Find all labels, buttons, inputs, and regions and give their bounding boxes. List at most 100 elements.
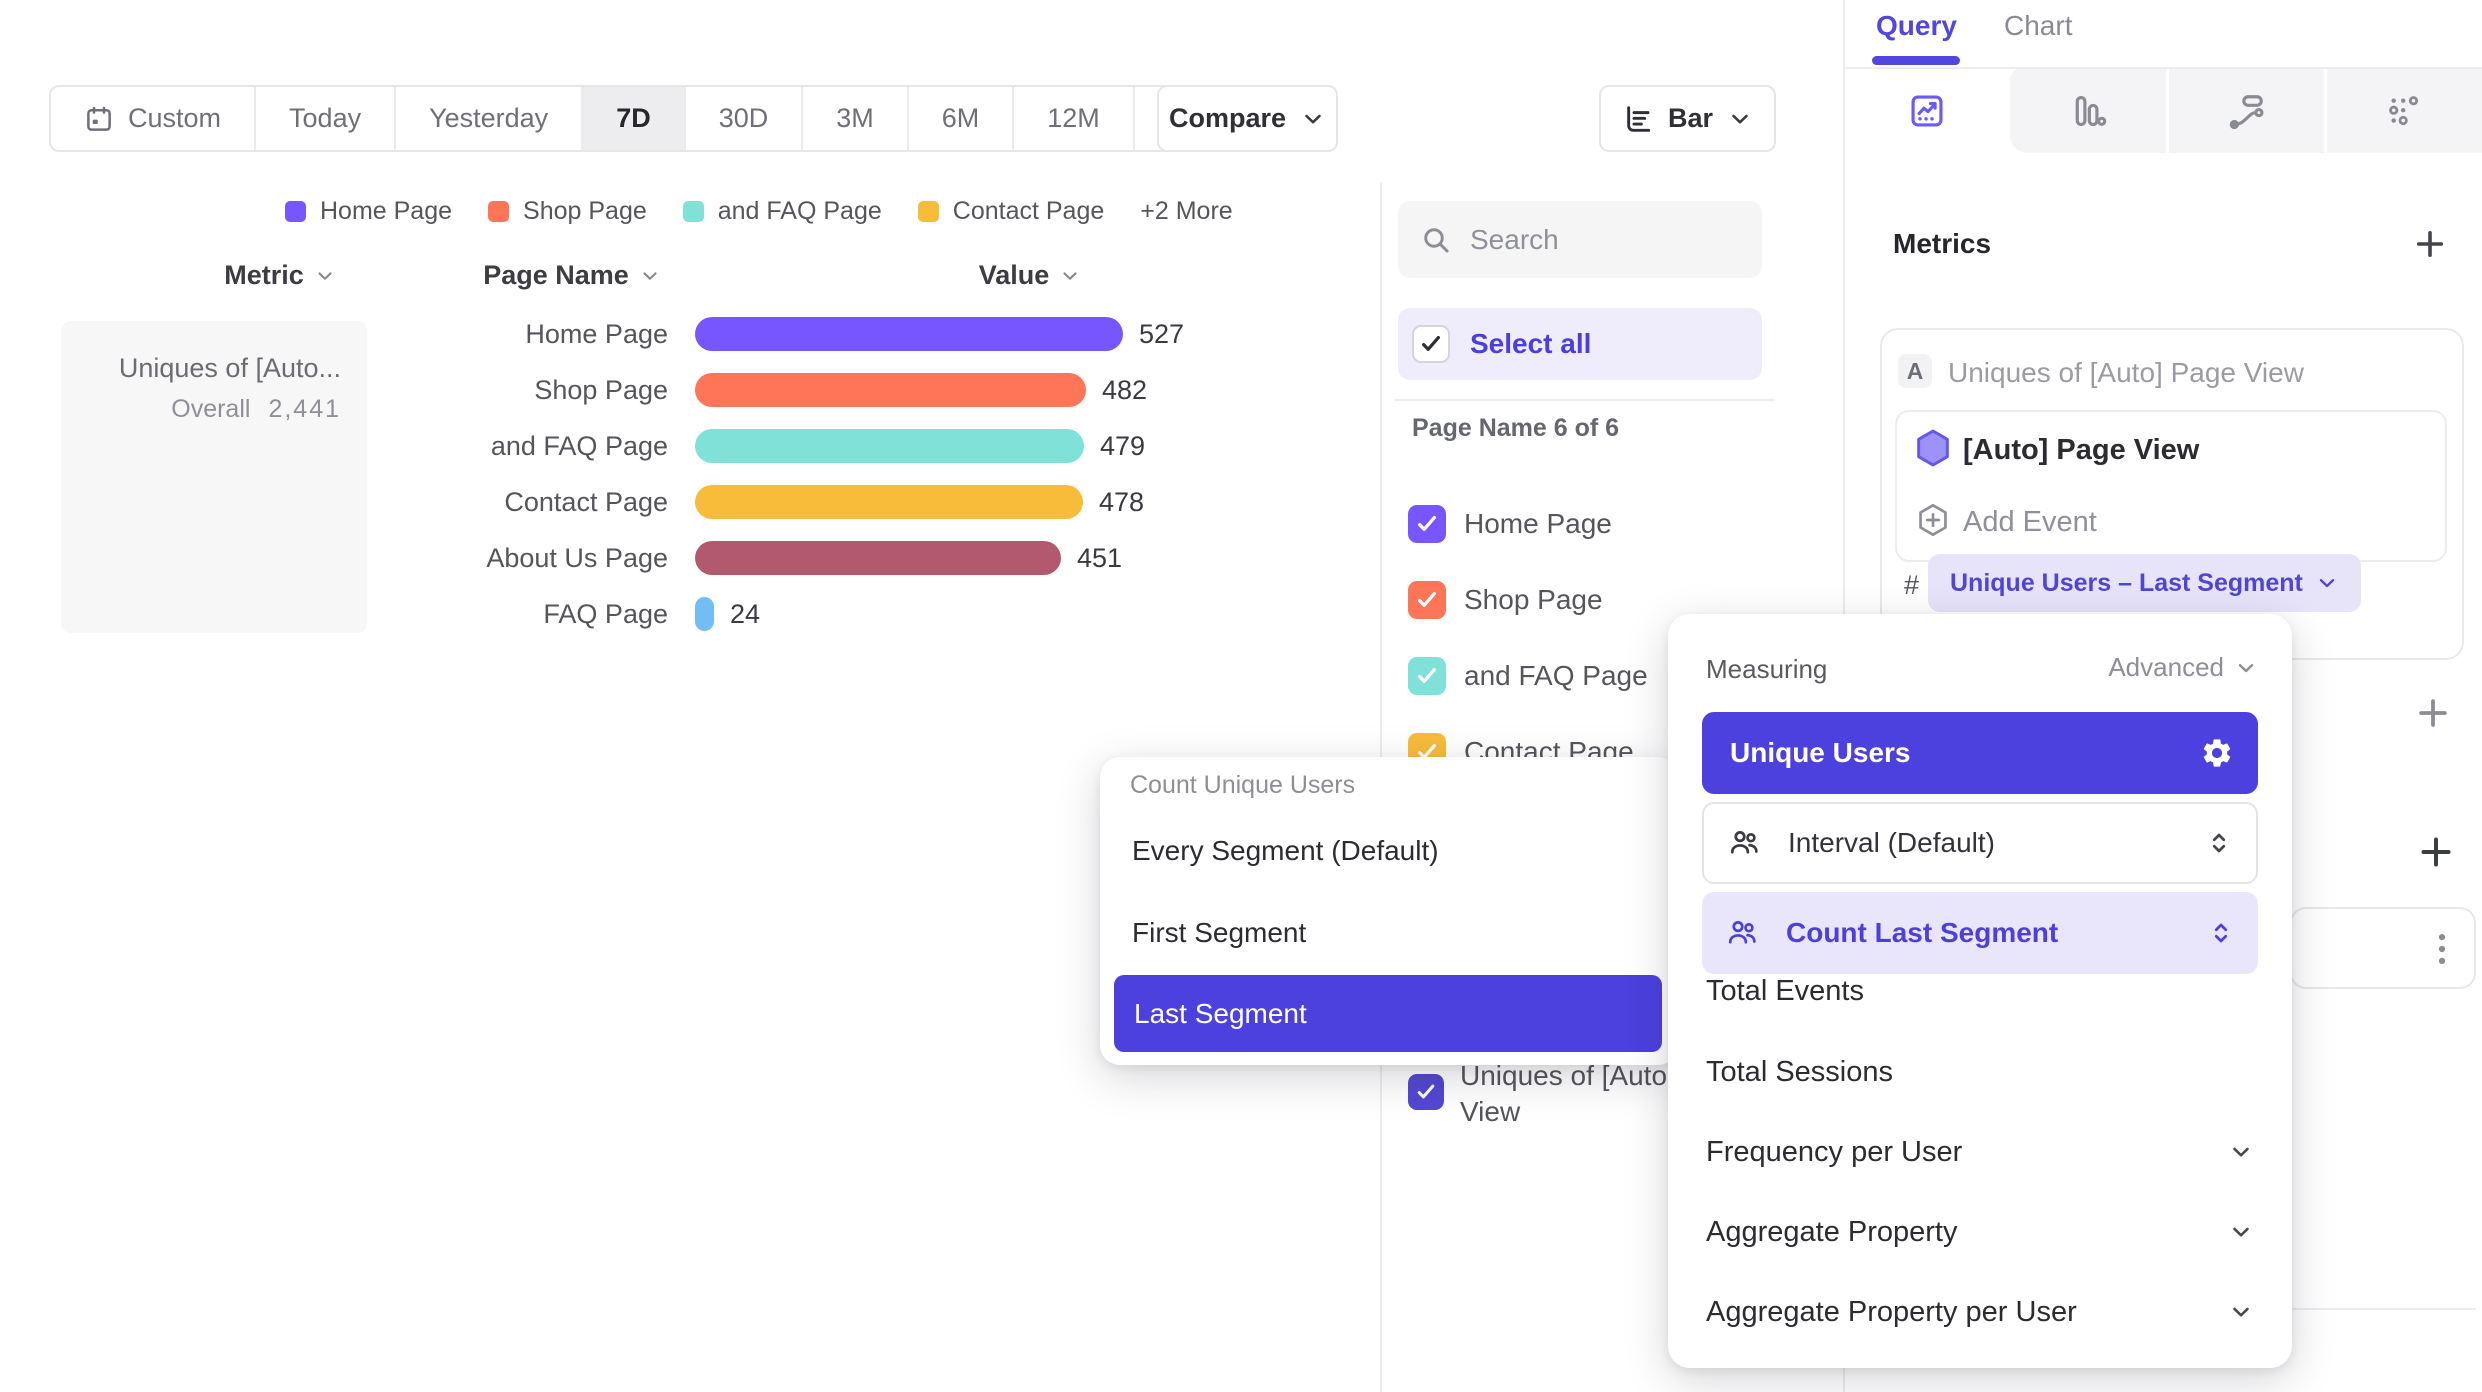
bar-category-label: FAQ Page — [543, 599, 668, 629]
measurement-dropdown[interactable]: Unique Users – Last Segment — [1928, 554, 2361, 612]
up-down-icon[interactable] — [2204, 828, 2234, 858]
chevron-down-icon — [2228, 1299, 2254, 1325]
metric-card[interactable]: Uniques of [Auto... Overall 2,441 — [61, 321, 367, 633]
filter-item-uniques[interactable]: Uniques of [Auto View — [1408, 1058, 1667, 1130]
up-down-icon[interactable] — [2206, 918, 2236, 948]
legend-swatch — [917, 200, 939, 222]
menu-item-total-events[interactable]: Total Events — [1706, 971, 2254, 1011]
legend-swatch — [285, 200, 306, 222]
bar-value: 478 — [1099, 487, 1145, 517]
legend-item-contact-page[interactable]: Contact Page — [917, 197, 1104, 226]
select-all-checkbox[interactable]: Select all — [1398, 308, 1762, 380]
menu-item-frequency-per-user[interactable]: Frequency per User — [1706, 1132, 2254, 1172]
select-all-label: Select all — [1470, 328, 1592, 359]
add-event-icon[interactable] — [1915, 502, 1951, 538]
menu-item-label: Count Last Segment — [1786, 917, 2059, 948]
bar-category-label: and FAQ Page — [490, 431, 668, 461]
column-header-page-name[interactable]: Page Name — [452, 260, 692, 291]
menu-item-label: Aggregate Property per User — [1706, 1295, 2077, 1328]
flows-report-icon[interactable] — [2228, 92, 2266, 130]
legend-item-and-faq-page[interactable]: and FAQ Page — [682, 197, 882, 226]
checkbox[interactable] — [1408, 657, 1446, 695]
date-range-group: CustomTodayYesterday7D30D3M6M12MXTD — [49, 85, 1295, 152]
bar-value: 479 — [1100, 431, 1146, 461]
bar[interactable] — [695, 597, 714, 631]
checkbox[interactable] — [1408, 505, 1446, 543]
date-range-6m[interactable]: 6M — [909, 87, 1015, 150]
more-options-icon[interactable] — [2420, 927, 2464, 971]
bar[interactable] — [695, 429, 1084, 463]
menu-item-aggregate-property[interactable]: Aggregate Property — [1706, 1212, 2254, 1252]
date-range-custom[interactable]: Custom — [51, 87, 257, 150]
checkbox[interactable] — [1408, 1074, 1444, 1110]
filter-item-shop-page[interactable]: Shop Page — [1408, 580, 1603, 620]
event-name[interactable]: [Auto] Page View — [1963, 434, 2200, 466]
column-header-metric[interactable]: Metric — [180, 260, 380, 291]
bar-category-label: Shop Page — [534, 375, 668, 405]
compare-button[interactable]: Compare — [1157, 85, 1338, 152]
date-range-3m[interactable]: 3M — [803, 87, 909, 150]
bar[interactable] — [695, 485, 1083, 519]
filter-item-home-page[interactable]: Home Page — [1408, 504, 1612, 544]
add-metric-icon[interactable] — [2412, 226, 2448, 262]
chevron-down-icon — [639, 265, 661, 287]
checkbox[interactable] — [1412, 325, 1450, 363]
date-range-yesterday[interactable]: Yesterday — [396, 87, 584, 150]
menu-item-every-segment-default[interactable]: Every Segment (Default) — [1132, 835, 1439, 866]
legend-item-shop-page[interactable]: Shop Page — [488, 197, 647, 226]
retention-report-icon[interactable] — [2385, 92, 2423, 130]
menu-item-total-sessions[interactable]: Total Sessions — [1706, 1052, 2254, 1092]
column-header-value[interactable]: Value — [940, 260, 1120, 291]
checkbox[interactable] — [1408, 581, 1446, 619]
date-range-30d[interactable]: 30D — [686, 87, 804, 150]
insights-report-icon[interactable] — [1908, 92, 1946, 130]
bar-category-label: About Us Page — [486, 543, 668, 573]
date-range-7d[interactable]: 7D — [583, 87, 686, 150]
filter-item-and-faq-page[interactable]: and FAQ Page — [1408, 656, 1648, 696]
tab-query[interactable]: Query — [1876, 10, 1957, 41]
measurement-label: Unique Users – Last Segment — [1950, 568, 2303, 597]
hash-symbol: # — [1904, 570, 1920, 600]
chart-type-label: Bar — [1667, 103, 1714, 133]
divider — [2166, 69, 2169, 153]
filter-item-label: Uniques of [Auto View — [1460, 1060, 1668, 1127]
tab-chart[interactable]: Chart — [2004, 10, 2073, 41]
chevron-down-icon — [2315, 571, 2339, 595]
metric-event-card: A Uniques of [Auto] Page View [Auto] Pag… — [1880, 328, 2464, 660]
menu-item-last-segment[interactable]: Last Segment — [1114, 975, 1662, 1052]
funnels-report-icon[interactable] — [2070, 92, 2108, 130]
bar[interactable] — [695, 373, 1086, 407]
metric-title: Uniques of [Auto... — [118, 353, 341, 383]
search-placeholder: Search — [1470, 223, 1559, 255]
filter-item-label: and FAQ Page — [1464, 660, 1648, 691]
legend-more[interactable]: +2 More — [1140, 196, 1233, 225]
menu-item-count-last-segment[interactable]: Count Last Segment — [1702, 892, 2258, 974]
legend-item-home-page[interactable]: Home Page — [285, 197, 452, 226]
menu-item-aggregate-property-per-user[interactable]: Aggregate Property per User — [1706, 1292, 2254, 1332]
chevron-down-icon — [1059, 265, 1081, 287]
menu-item-interval[interactable]: Interval (Default) — [1702, 802, 2258, 884]
add-breakdown-icon[interactable] — [2416, 832, 2456, 872]
date-range-12m[interactable]: 12M — [1014, 87, 1135, 150]
bar[interactable] — [695, 317, 1123, 351]
gear-icon[interactable] — [2200, 736, 2234, 770]
chevron-down-icon — [1300, 106, 1326, 132]
add-filter-icon[interactable] — [2414, 694, 2452, 732]
chart-type-select[interactable]: Bar — [1599, 85, 1776, 152]
date-range-today[interactable]: Today — [256, 87, 397, 150]
advanced-label: Advanced — [2108, 652, 2224, 682]
add-event-button[interactable]: Add Event — [1963, 506, 2097, 538]
search-input[interactable]: Search — [1398, 201, 1762, 278]
menu-item-label: Interval (Default) — [1788, 827, 1995, 858]
metrics-heading: Metrics — [1893, 228, 1992, 259]
measuring-menu: Measuring Advanced Unique Users Interval… — [1668, 614, 2292, 1368]
menu-item-unique-users[interactable]: Unique Users — [1702, 712, 2258, 794]
overall-label: Overall — [171, 395, 251, 423]
menu-item-first-segment[interactable]: First Segment — [1132, 917, 1307, 948]
bar[interactable] — [695, 541, 1061, 575]
event-selector-card: [Auto] Page View Add Event — [1895, 410, 2447, 562]
bar-value: 451 — [1077, 543, 1123, 573]
advanced-toggle[interactable]: Advanced — [2108, 652, 2258, 683]
event-hexagon-icon — [1913, 428, 1953, 468]
